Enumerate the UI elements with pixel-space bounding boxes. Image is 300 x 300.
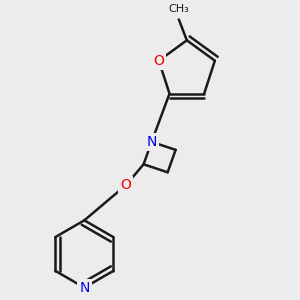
Text: O: O — [153, 54, 164, 68]
Text: O: O — [121, 178, 131, 192]
Text: CH₃: CH₃ — [169, 4, 189, 14]
Text: N: N — [146, 135, 157, 149]
Text: N: N — [79, 280, 89, 295]
